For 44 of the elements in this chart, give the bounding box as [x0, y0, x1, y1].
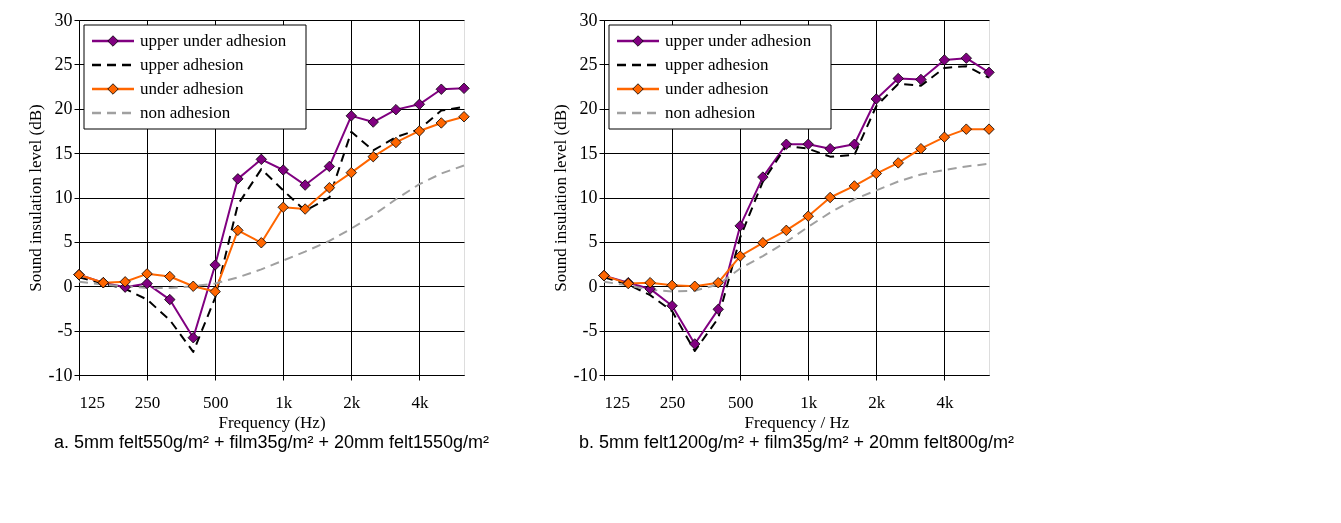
- legend-label: under adhesion: [140, 79, 244, 98]
- y-tick-label: 30: [54, 9, 73, 30]
- y-tick-label: -10: [573, 364, 598, 385]
- x-tick-label: 250: [659, 392, 686, 412]
- y-tick-label: 20: [579, 98, 598, 119]
- x-tick-label: 2k: [343, 392, 361, 412]
- y-tick-label: 10: [54, 187, 73, 207]
- y-tick-label: 15: [579, 142, 598, 163]
- x-tick-label: 500: [727, 392, 754, 412]
- legend-label: upper adhesion: [665, 55, 769, 74]
- x-tick-label: 500: [202, 392, 229, 412]
- x-axis-title: Frequency / Hz: [744, 412, 850, 432]
- x-tick-label: 125: [79, 392, 105, 412]
- x-tick-label: 1k: [275, 392, 293, 412]
- y-tick-label: 5: [588, 231, 598, 252]
- y-tick-label: 10: [579, 187, 598, 207]
- x-tick-label: 4k: [936, 392, 954, 412]
- y-tick-label: -5: [57, 320, 73, 341]
- legend-label: non adhesion: [140, 103, 231, 122]
- y-tick-label: 0: [588, 275, 598, 296]
- legend-label: upper under adhesion: [665, 31, 812, 50]
- y-axis-title: Sound insulation level (dB): [550, 104, 570, 292]
- legend-label: non adhesion: [665, 103, 756, 122]
- y-tick-label: 20: [54, 98, 73, 119]
- y-tick-label: -10: [48, 364, 73, 385]
- y-tick-label: 25: [54, 53, 73, 74]
- x-tick-label: 2k: [868, 392, 886, 412]
- y-tick-label: 25: [579, 53, 598, 74]
- y-tick-label: 30: [579, 9, 598, 30]
- y-tick-label: 15: [54, 142, 73, 163]
- x-tick-label: 250: [134, 392, 161, 412]
- text: a. 5mm felt550g/m² + film35g/m² + 20mm felt1550g/m²: [53, 432, 490, 452]
- legend-label: upper adhesion: [140, 55, 244, 74]
- text: b. 5mm felt1200g/m² + film35g/m² + 20mm felt800g/m²: [578, 432, 1015, 452]
- y-tick-label: 0: [63, 275, 73, 296]
- x-tick-label: 125: [604, 392, 630, 412]
- x-tick-label: 4k: [411, 392, 429, 412]
- x-tick-label: 1k: [800, 392, 818, 412]
- legend-label: upper under adhesion: [140, 31, 287, 50]
- legend-label: under adhesion: [665, 79, 769, 98]
- x-axis-title: Frequency (Hz): [218, 412, 326, 432]
- y-tick-label: -5: [582, 320, 598, 341]
- y-tick-label: 5: [63, 231, 73, 252]
- y-axis-title: Sound insulation level (dB): [25, 104, 45, 292]
